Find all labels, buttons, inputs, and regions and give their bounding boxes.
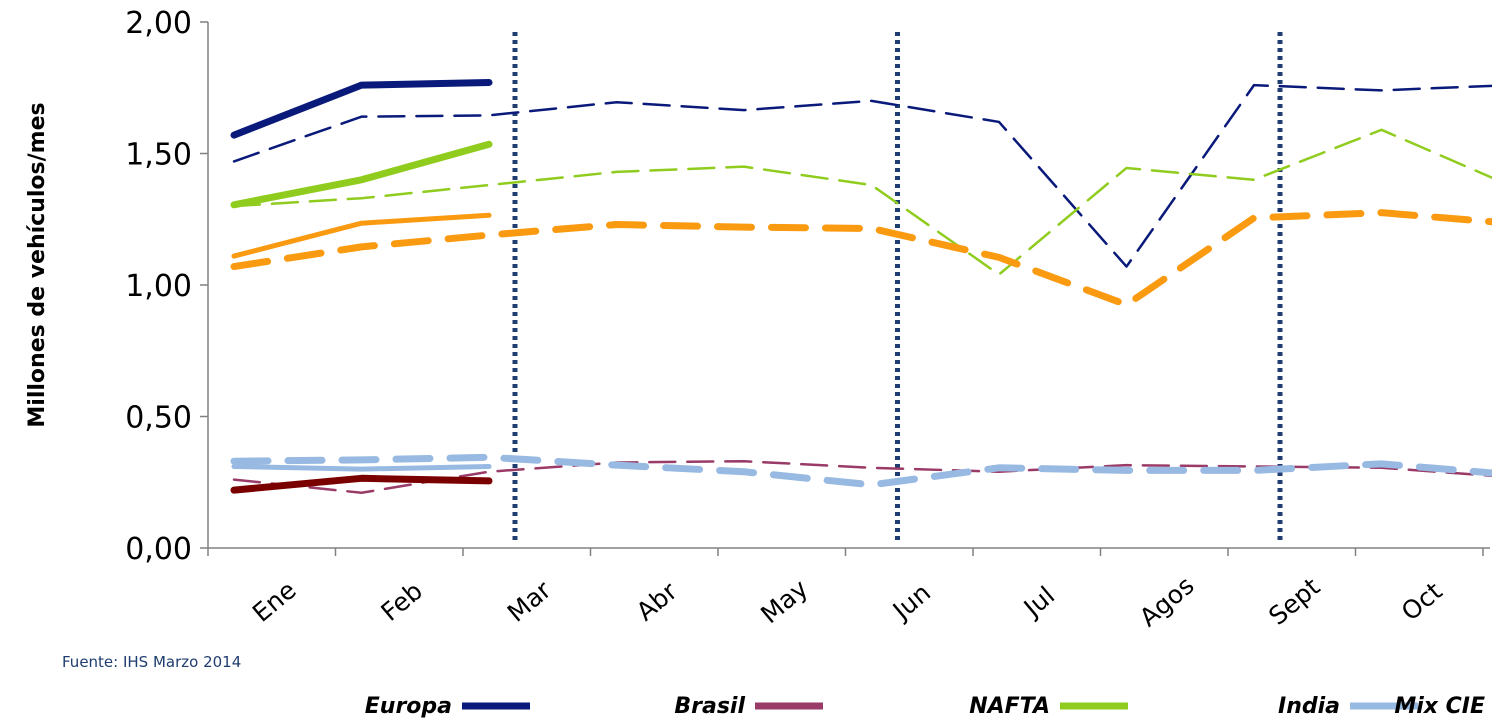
x-tick-label: Mar — [502, 575, 557, 628]
series-line-nafta — [232, 128, 1492, 276]
legend-label: Brasil — [674, 694, 745, 719]
y-tick-label: 1,50 — [125, 138, 192, 173]
legend-label: India — [1278, 694, 1340, 719]
series-line-mix_dark — [230, 474, 493, 494]
y-tick-label: 0,00 — [125, 532, 192, 567]
x-tick-label: Jul — [1017, 581, 1060, 624]
legend-label: Mix CIE — [1394, 694, 1485, 719]
x-tick-label: May — [755, 574, 813, 630]
series-line-nafta — [230, 140, 493, 209]
y-tick-label: 1,00 — [125, 269, 192, 304]
series-line-europa — [230, 78, 493, 139]
series-line-europa — [232, 83, 1492, 268]
series-line-brasil — [232, 459, 1492, 495]
series-lines — [230, 78, 1492, 495]
x-tick-label: Ene — [247, 575, 302, 627]
source-note: Fuente: IHS Marzo 2014 — [62, 653, 242, 671]
y-tick-label: 0,50 — [125, 401, 192, 436]
series-line-india — [231, 463, 492, 472]
x-tick-label: Jun — [886, 578, 936, 627]
x-tick-label: Sept — [1263, 572, 1325, 631]
y-tick-label: 2,00 — [125, 6, 192, 41]
series-line-mix — [230, 209, 1492, 309]
series-line-india — [230, 453, 1492, 489]
axes — [200, 21, 1490, 556]
x-tick-label: Feb — [376, 576, 429, 627]
y-tick-labels: 0,00 0,50 1,00 1,50 2,00 — [125, 6, 192, 567]
legend: Europa Brasil NAFTA India Mix CIE — [365, 694, 1485, 719]
series-line-mix — [231, 212, 492, 259]
y-axis-label: Millones de vehículos/mes — [25, 102, 50, 427]
x-tick-labels: EneFebMarAbrMayJunJulAgosSeptOctNovDic — [247, 571, 1448, 633]
x-tick-label: Agos — [1134, 571, 1200, 633]
x-tick-label: Abr — [631, 576, 683, 626]
x-tick-label: Oct — [1396, 576, 1448, 626]
legend-label: Europa — [365, 694, 452, 719]
legend-label: NAFTA — [969, 694, 1050, 719]
